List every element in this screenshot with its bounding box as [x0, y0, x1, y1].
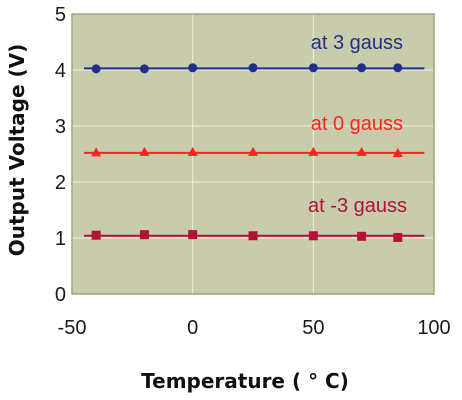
y-tick-labels: 0 1 2 3 4 5: [55, 4, 66, 306]
data-point: [308, 146, 319, 156]
y-tick-label: 2: [55, 172, 66, 194]
data-point: [139, 146, 150, 156]
data-point: [357, 63, 367, 73]
series-2: at 0 gauss: [84, 113, 425, 157]
data-point: [356, 146, 367, 156]
data-point: [392, 147, 403, 157]
series-1: at 3 gauss: [84, 32, 425, 74]
data-point: [248, 231, 258, 241]
x-tick-label: 0: [187, 317, 198, 339]
data-point: [393, 63, 403, 73]
data-point: [139, 64, 149, 74]
data-point: [188, 230, 198, 240]
data-point: [248, 63, 258, 73]
data-point: [91, 64, 101, 74]
data-point: [308, 231, 318, 241]
data-point: [139, 230, 149, 240]
y-axis-title: Output Voltage (V): [5, 44, 29, 257]
data-point: [248, 146, 258, 156]
y-tick-label: 3: [55, 116, 66, 138]
y-tick-label: 0: [55, 284, 66, 306]
y-tick-label: 5: [55, 4, 66, 26]
data-point: [91, 147, 102, 157]
data-point: [91, 230, 101, 240]
series-label: at 3 gauss: [311, 32, 403, 54]
x-axis-title: Temperature ( ° C): [141, 369, 349, 393]
data-point: [308, 63, 318, 73]
plot-border: [71, 13, 435, 295]
x-tick-label: 50: [302, 317, 324, 339]
data-point: [187, 146, 198, 156]
data-point: [188, 63, 198, 73]
x-tick-label: -50: [58, 317, 87, 339]
series-group: at 3 gauss at 0 gauss at -3 gauss: [84, 32, 425, 242]
y-tick-label: 1: [55, 228, 66, 250]
x-tick-labels: -50 0 50 100: [58, 317, 451, 339]
series-label: at 0 gauss: [311, 113, 403, 135]
series-label: at -3 gauss: [308, 195, 407, 217]
y-tick-label: 4: [55, 60, 66, 82]
x-tick-label: 100: [417, 317, 450, 339]
data-point: [357, 231, 367, 241]
series-3: at -3 gauss: [84, 195, 425, 242]
data-point: [393, 232, 403, 242]
